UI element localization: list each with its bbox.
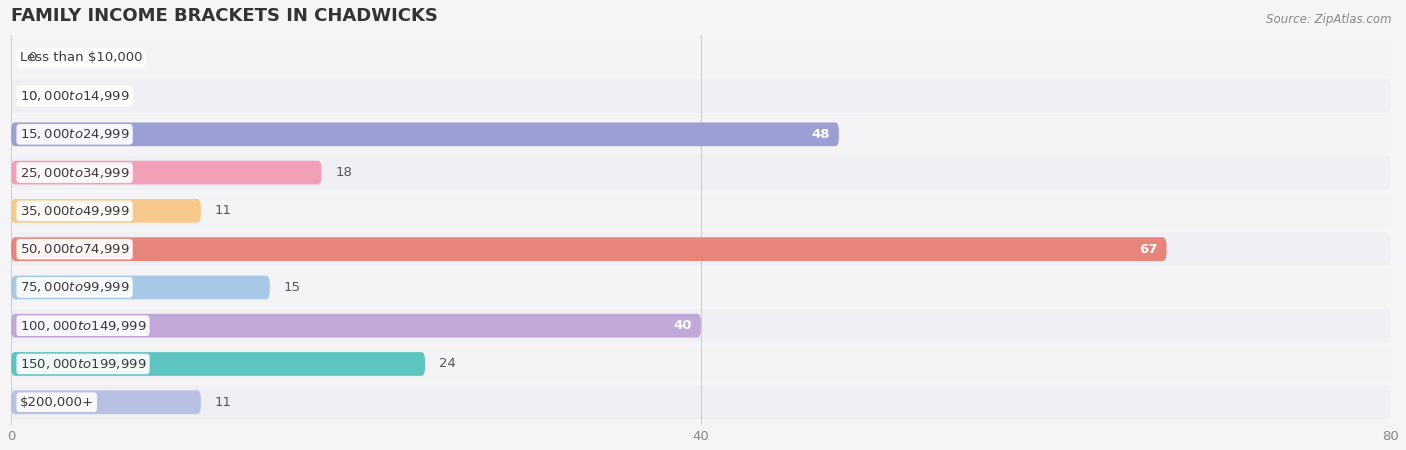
Text: Less than $10,000: Less than $10,000	[20, 51, 142, 64]
FancyBboxPatch shape	[11, 270, 1391, 304]
Text: 40: 40	[673, 319, 692, 332]
Text: 11: 11	[215, 204, 232, 217]
Text: 11: 11	[215, 396, 232, 409]
Text: $100,000 to $149,999: $100,000 to $149,999	[20, 319, 146, 333]
FancyBboxPatch shape	[11, 79, 1391, 113]
FancyBboxPatch shape	[11, 347, 1391, 381]
FancyBboxPatch shape	[11, 314, 702, 338]
Text: FAMILY INCOME BRACKETS IN CHADWICKS: FAMILY INCOME BRACKETS IN CHADWICKS	[11, 7, 439, 25]
FancyBboxPatch shape	[11, 199, 201, 223]
FancyBboxPatch shape	[11, 161, 322, 184]
FancyBboxPatch shape	[11, 122, 839, 146]
Text: 0: 0	[28, 90, 37, 103]
FancyBboxPatch shape	[11, 194, 1391, 228]
Text: 0: 0	[28, 51, 37, 64]
Text: $200,000+: $200,000+	[20, 396, 94, 409]
Text: 18: 18	[335, 166, 352, 179]
FancyBboxPatch shape	[11, 156, 1391, 189]
Text: $10,000 to $14,999: $10,000 to $14,999	[20, 89, 129, 103]
Text: $35,000 to $49,999: $35,000 to $49,999	[20, 204, 129, 218]
Text: $25,000 to $34,999: $25,000 to $34,999	[20, 166, 129, 180]
Text: $75,000 to $99,999: $75,000 to $99,999	[20, 280, 129, 294]
Text: 48: 48	[811, 128, 830, 141]
FancyBboxPatch shape	[11, 117, 1391, 151]
Text: $150,000 to $199,999: $150,000 to $199,999	[20, 357, 146, 371]
FancyBboxPatch shape	[11, 41, 1391, 75]
FancyBboxPatch shape	[11, 237, 1167, 261]
Text: 15: 15	[284, 281, 301, 294]
FancyBboxPatch shape	[11, 275, 270, 299]
Text: $50,000 to $74,999: $50,000 to $74,999	[20, 242, 129, 256]
FancyBboxPatch shape	[11, 232, 1391, 266]
Text: $15,000 to $24,999: $15,000 to $24,999	[20, 127, 129, 141]
FancyBboxPatch shape	[11, 385, 1391, 419]
Text: 67: 67	[1139, 243, 1159, 256]
FancyBboxPatch shape	[11, 352, 425, 376]
Text: 24: 24	[439, 357, 456, 370]
FancyBboxPatch shape	[11, 390, 201, 414]
FancyBboxPatch shape	[11, 309, 1391, 342]
Text: Source: ZipAtlas.com: Source: ZipAtlas.com	[1267, 14, 1392, 27]
